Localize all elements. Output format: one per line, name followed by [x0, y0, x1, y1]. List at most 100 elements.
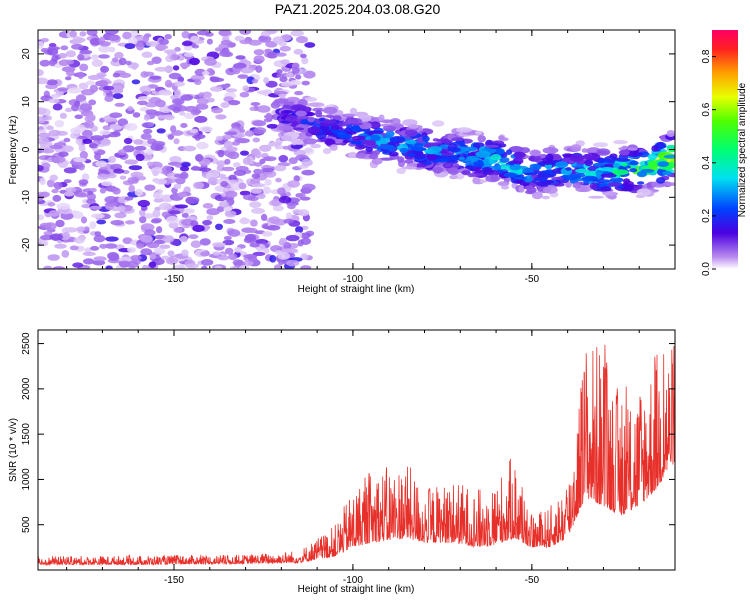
- x-tick-label: -100: [343, 575, 363, 586]
- spectrogram-cell: [171, 130, 184, 136]
- spectrogram-cell: [38, 69, 44, 77]
- spectrogram-cell: [233, 170, 247, 176]
- spectrogram-cell: [279, 76, 288, 83]
- spectrogram-cell: [91, 54, 99, 61]
- spectrogram-cell: [180, 123, 188, 128]
- spectrogram-cell: [300, 119, 309, 125]
- spectrogram-cell: [48, 210, 60, 217]
- spectrogram-cell: [293, 139, 305, 145]
- spectrogram-cell: [531, 150, 540, 156]
- y-tick-label: 2000: [21, 377, 32, 400]
- spectrogram-cell: [542, 195, 550, 200]
- spectrogram-cell: [150, 219, 162, 224]
- spectrogram-cell: [215, 160, 227, 167]
- spectrogram-cell: [139, 216, 147, 224]
- spectrogram-cell: [262, 231, 273, 237]
- spectrogram-cell: [456, 127, 472, 133]
- spectrogram-cell: [143, 128, 153, 134]
- spectrogram-cell: [77, 53, 85, 61]
- spectrogram-cell: [86, 113, 96, 121]
- colorbar-tick-label: 0.2: [701, 209, 712, 223]
- spectrogram-cell: [543, 186, 558, 194]
- spectrogram-cell: [662, 170, 672, 176]
- spectrogram-cell: [212, 242, 226, 248]
- spectrogram-cell: [229, 266, 238, 269]
- spectrogram-cell: [65, 187, 77, 193]
- spectrogram-cell: [295, 110, 308, 117]
- snr-series-line: [38, 344, 675, 567]
- spectrogram-cell: [105, 265, 113, 269]
- y-tick-label: 20: [21, 48, 32, 60]
- spectrogram-cell: [148, 261, 157, 269]
- y-tick-label: 1500: [21, 423, 32, 446]
- spectrogram-cell: [455, 173, 465, 180]
- spectrogram-cell: [279, 237, 288, 245]
- spectrogram-cell: [183, 45, 193, 51]
- spectrogram-cell: [274, 164, 287, 172]
- spectrogram-cell: [134, 188, 143, 197]
- spectrogram-cell: [164, 65, 173, 74]
- spectrogram-cell: [244, 130, 255, 137]
- spectrogram-cell: [91, 59, 104, 67]
- spectrogram-cell: [104, 202, 118, 207]
- y-tick-label: 10: [21, 96, 32, 108]
- spectrogram-cell: [252, 251, 266, 256]
- spectrogram-cell: [198, 92, 205, 98]
- spectrogram-cell: [285, 212, 293, 220]
- spectrogram-cell: [613, 140, 628, 145]
- spectrogram-cell: [140, 248, 153, 256]
- spectrogram-cell: [146, 161, 154, 167]
- spectrogram-cell: [293, 175, 300, 183]
- spectrogram-cell: [220, 102, 230, 108]
- spectrogram-cell: [239, 190, 251, 196]
- spectrogram-cell: [331, 129, 343, 134]
- spectrogram-cell: [526, 187, 537, 193]
- spectrogram-cell: [168, 72, 182, 80]
- spectrogram-cell: [149, 253, 157, 260]
- spectrogram-cell: [266, 225, 281, 231]
- spectrogram-cell: [512, 157, 524, 165]
- spectrogram-cell: [51, 55, 59, 62]
- spectrogram-cell: [57, 87, 69, 92]
- spectrogram-cell: [201, 91, 212, 99]
- spectrogram-cell: [253, 49, 265, 56]
- spectrogram-cell: [664, 182, 675, 186]
- spectrogram-ylabel: Frequency (Hz): [8, 116, 19, 185]
- spectrogram-cell: [58, 151, 69, 157]
- spectrogram-cell: [130, 171, 144, 179]
- spectrogram-cell: [251, 173, 261, 180]
- spectrogram-cell: [124, 43, 136, 50]
- spectrogram-cell: [439, 144, 450, 149]
- spectrogram-cell: [109, 124, 123, 130]
- y-tick-label: 2500: [21, 332, 32, 355]
- spectrogram-cell: [124, 122, 138, 131]
- spectrogram-cell: [500, 185, 510, 190]
- spectrogram-cell: [657, 161, 670, 168]
- spectrogram-cell: [190, 220, 199, 227]
- spectrogram-cell: [63, 137, 71, 143]
- spectrogram-cell: [122, 237, 133, 245]
- spectrogram-cell: [152, 209, 161, 218]
- spectrogram-cell: [371, 130, 384, 134]
- spectrogram-cell: [226, 146, 238, 152]
- spectrogram-cell: [209, 76, 220, 83]
- spectrogram-cell: [298, 209, 310, 217]
- spectrogram-cell: [181, 41, 193, 47]
- spectrogram-cell: [85, 80, 95, 86]
- spectrogram-cell: [239, 218, 251, 225]
- spectrogram-cell: [240, 66, 254, 74]
- spectrogram-cell: [647, 160, 657, 168]
- spectrogram-cell: [434, 158, 450, 163]
- spectrogram-cell: [229, 179, 237, 184]
- spectrogram-cell: [555, 161, 569, 168]
- spectrogram-cell: [215, 223, 223, 230]
- spectrogram-cell: [195, 103, 209, 110]
- spectrogram-cell: [524, 172, 538, 176]
- spectrogram-cell: [73, 237, 85, 244]
- colorbar-tick-label: 0.6: [701, 102, 712, 116]
- spectrogram-cell: [79, 63, 89, 72]
- spectrogram-cell: [242, 157, 251, 165]
- spectrogram-cell: [46, 179, 55, 188]
- spectrogram-cell: [575, 168, 590, 174]
- spectrogram-cell: [165, 257, 179, 265]
